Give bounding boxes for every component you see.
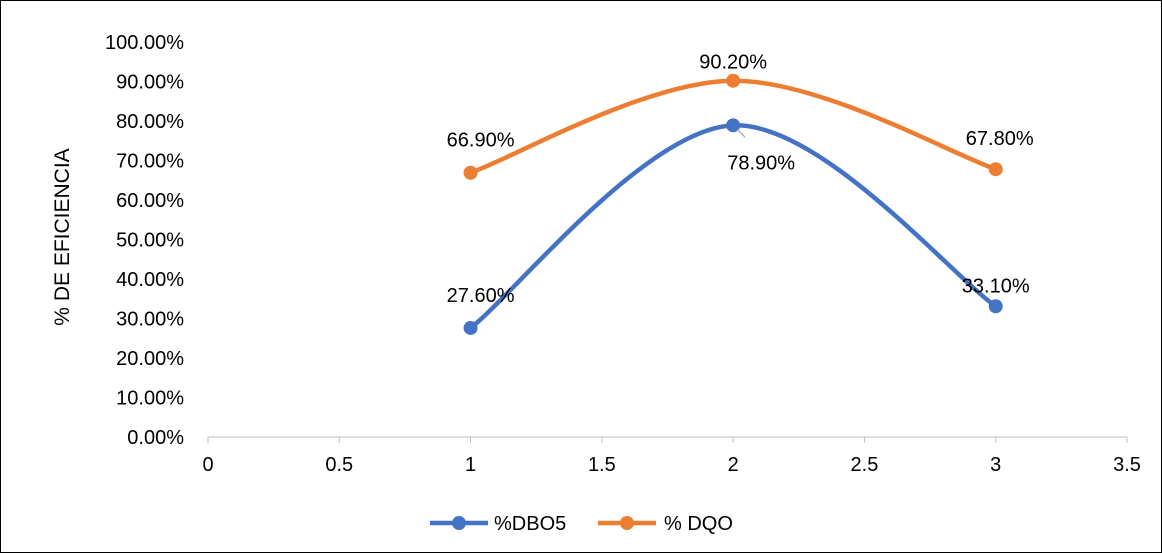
- label-leader-line: [736, 128, 746, 138]
- series-points: [463, 73, 1003, 335]
- y-tick-labels: 0.00% 10.00% 20.00% 30.00% 40.00% 50.00% 60.00…: [105, 32, 184, 449]
- legend: %DBO5 % DQO: [430, 513, 733, 535]
- data-labels: 27.60% 78.90% 33.10% 66.90% 90.20% 67.80%: [447, 52, 1034, 307]
- data-point: [988, 162, 1003, 177]
- y-tick-label: 60.00%: [116, 190, 184, 212]
- data-label: 33.10%: [962, 275, 1030, 297]
- data-label: 66.90%: [447, 130, 515, 152]
- x-tick-label: 3.5: [1113, 454, 1141, 476]
- x-tick-label: 0.5: [325, 454, 353, 476]
- y-tick-label: 10.00%: [116, 388, 184, 410]
- x-tick-label: 1: [465, 454, 476, 476]
- data-point: [988, 299, 1003, 314]
- data-point: [726, 118, 741, 133]
- data-label: 78.90%: [727, 152, 795, 174]
- x-tick-label: 1.5: [588, 454, 616, 476]
- x-tick-label: 0: [202, 454, 213, 476]
- data-point: [726, 73, 741, 88]
- y-tick-label: 20.00%: [116, 348, 184, 370]
- legend-label: %DBO5: [494, 513, 566, 535]
- data-point: [463, 165, 478, 180]
- data-label: 27.60%: [447, 285, 515, 307]
- x-tick-label: 2.5: [851, 454, 879, 476]
- y-axis-label: % DE EFICIENCIA: [51, 148, 74, 325]
- y-tick-label: 90.00%: [116, 72, 184, 94]
- x-tick-label: 2: [728, 454, 739, 476]
- series-lines: [468, 78, 998, 331]
- y-tick-label: 100.00%: [105, 32, 184, 54]
- y-tick-label: 40.00%: [116, 269, 184, 291]
- axes: [207, 436, 1128, 443]
- y-tick-label: 30.00%: [116, 309, 184, 331]
- legend-item-0: %DBO5: [430, 513, 566, 535]
- legend-swatch-marker: [620, 516, 634, 530]
- x-tick-label: 3: [990, 454, 1001, 476]
- legend-label: % DQO: [664, 513, 733, 535]
- legend-item-1: % DQO: [598, 513, 733, 535]
- legend-swatch-marker: [452, 516, 466, 530]
- data-point: [463, 320, 478, 335]
- y-tick-label: 0.00%: [127, 427, 184, 449]
- data-label: 67.80%: [966, 128, 1034, 150]
- y-tick-label: 80.00%: [116, 111, 184, 133]
- y-tick-label: 50.00%: [116, 230, 184, 252]
- y-tick-label: 70.00%: [116, 151, 184, 173]
- data-label: 90.20%: [699, 52, 767, 74]
- x-tick-labels: 0 0.5 1 1.5 2 2.5 3 3.5: [202, 454, 1140, 476]
